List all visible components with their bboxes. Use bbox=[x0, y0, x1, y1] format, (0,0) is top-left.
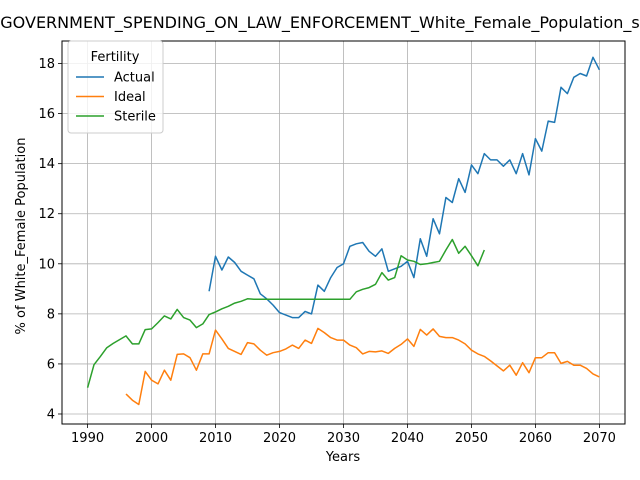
y-tick-label: 6 bbox=[47, 357, 55, 372]
legend-label-ideal: Ideal bbox=[114, 90, 146, 105]
series-line-ideal bbox=[125, 327, 600, 406]
y-tick-label: 4 bbox=[47, 407, 55, 422]
x-tick-label: 2050 bbox=[455, 431, 488, 446]
x-tick-label: 2020 bbox=[263, 431, 296, 446]
legend-title: Fertility bbox=[91, 50, 140, 65]
y-tick-label: 16 bbox=[38, 107, 55, 122]
x-tick-label: 2040 bbox=[391, 431, 424, 446]
x-tick-label: 2010 bbox=[199, 431, 232, 446]
y-tick-label: 14 bbox=[38, 157, 55, 172]
series-line-sterile bbox=[86, 238, 485, 388]
legend: Fertility Actual Ideal Sterile bbox=[67, 40, 164, 134]
x-tick-label: 2000 bbox=[135, 431, 168, 446]
y-tick-label: 10 bbox=[38, 257, 55, 272]
x-tick-label: 2060 bbox=[519, 431, 552, 446]
series-lines bbox=[86, 56, 601, 406]
y-tick-label: 18 bbox=[38, 57, 55, 72]
legend-box bbox=[67, 40, 164, 134]
legend-label-sterile: Sterile bbox=[114, 110, 156, 125]
y-axis-ticks: 4 6 8 10 12 14 16 18 bbox=[38, 57, 62, 422]
y-axis-title: % of White_Female Population bbox=[14, 138, 29, 335]
y-tick-label: 12 bbox=[38, 207, 55, 222]
x-tick-label: 2030 bbox=[327, 431, 360, 446]
legend-entries: Actual Ideal Sterile bbox=[76, 71, 156, 125]
x-axis-title: Years bbox=[325, 450, 361, 465]
chart-title: GOVERNMENT_SPENDING_ON_LAW_ENFORCEMENT_W… bbox=[0, 13, 639, 33]
x-axis-ticks: 1990 2000 2010 2020 2030 2040 2050 2060 2070 bbox=[71, 424, 616, 446]
x-tick-label: 1990 bbox=[71, 431, 104, 446]
x-tick-label: 2070 bbox=[583, 431, 616, 446]
y-tick-label: 8 bbox=[47, 307, 55, 322]
series-line-actual bbox=[208, 56, 601, 319]
legend-label-actual: Actual bbox=[114, 71, 155, 86]
